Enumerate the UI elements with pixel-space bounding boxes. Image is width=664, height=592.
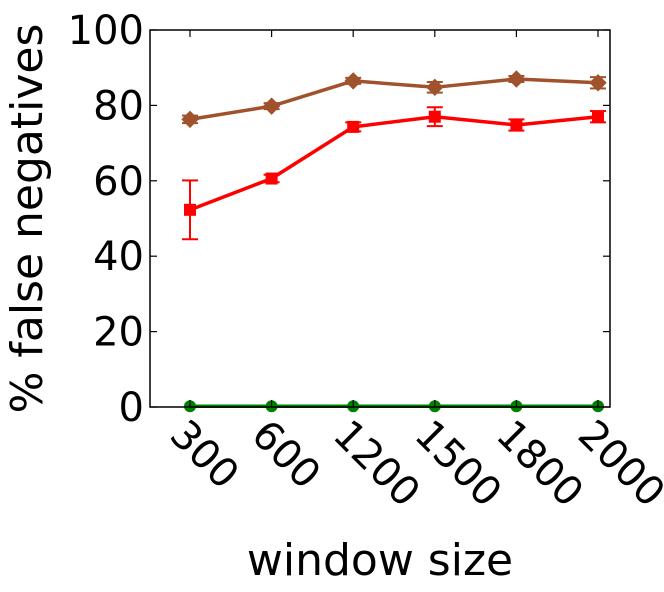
- data-point: [507, 70, 526, 88]
- series-line: [189, 114, 599, 212]
- series-diamond: [181, 70, 607, 129]
- y-tick-label: 0: [119, 385, 144, 431]
- y-tick-label: 60: [93, 159, 144, 205]
- y-axis: 0 20 40 60 80 100: [68, 8, 610, 431]
- data-point: [262, 97, 281, 115]
- data-point: [592, 110, 604, 123]
- x-tick-label: 2000: [569, 412, 664, 517]
- data-point: [265, 172, 278, 185]
- y-tick-label: 80: [93, 83, 144, 129]
- y-axis-label: % false negatives: [2, 24, 53, 414]
- data-point: [589, 74, 607, 92]
- y-tick-label: 40: [93, 234, 144, 280]
- x-tick-label: 1200: [324, 412, 429, 517]
- series-layer: [181, 70, 607, 413]
- data-point: [347, 120, 360, 133]
- plot-frame: [149, 29, 611, 408]
- x-tick-label: 300: [161, 412, 248, 499]
- x-tick-label: 1800: [487, 412, 592, 517]
- y-tick-label: 20: [93, 310, 144, 356]
- series-circle: [184, 400, 604, 413]
- data-point: [181, 110, 199, 129]
- data-point: [184, 203, 196, 216]
- y-tick-label: 100: [68, 8, 144, 54]
- x-tick-label: 1500: [406, 412, 511, 517]
- x-axis-label: window size: [247, 535, 513, 586]
- data-point: [510, 119, 523, 132]
- x-tick-label: 600: [243, 412, 330, 499]
- data-point: [426, 78, 444, 97]
- data-point: [428, 110, 441, 123]
- series-line: [189, 77, 599, 122]
- series-square: [182, 106, 606, 241]
- data-point: [344, 72, 362, 90]
